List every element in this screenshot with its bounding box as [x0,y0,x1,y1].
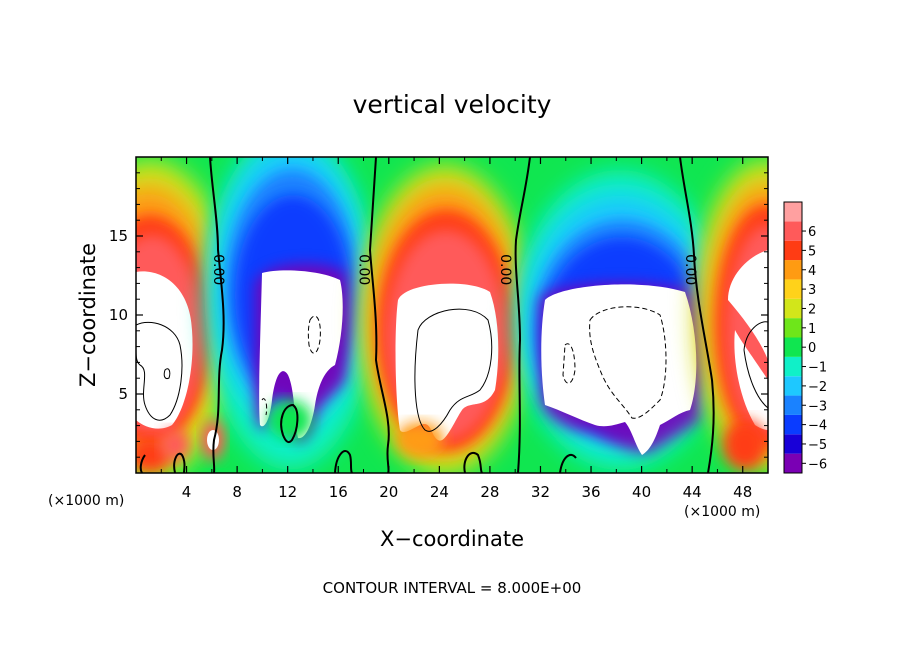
colorbar-swatch [784,337,802,357]
x-tick-label: 16 [329,483,348,501]
x-tick-label: 28 [480,483,499,501]
colorbar-label: −1 [808,361,827,376]
positive-contours [136,308,768,432]
colorbar-label: −6 [808,457,827,472]
colorbar-label: 2 [808,302,816,317]
y-tick-label: 10 [109,306,128,324]
x-tick-label: 48 [733,483,752,501]
x-units-label-left: (×1000 m) [48,493,124,509]
x-axis: 4 8 12 16 20 24 28 32 36 40 44 48 [160,157,752,501]
colorbar-label: −2 [808,380,827,395]
contour-interval-footer: CONTOUR INTERVAL = 8.000E+00 [323,579,582,597]
colorbar-label: 0 [808,341,816,356]
negative-contours [261,306,667,419]
colorbar-swatch [784,221,802,241]
x-units-label-right: (×1000 m) [684,504,760,520]
colorbar-label: −3 [808,399,827,414]
x-tick-label: 20 [379,483,398,501]
downdraft-cell-2 [515,170,725,470]
contour-labels: 0.00 0.00 0.00 0.00 [210,254,698,285]
colorbar-frame [783,201,803,474]
colorbar-label: 3 [808,283,816,298]
colorbar-label: 6 [808,225,816,240]
zero-contours [139,157,715,473]
x-tick-label: 8 [232,483,242,501]
contour-value-label: 0.00 [356,254,372,285]
downdraft-cell-1 [205,157,375,470]
chart-title: vertical velocity [353,90,552,119]
x-tick-label: 44 [683,483,702,501]
x-tick-label: 24 [430,483,449,501]
contour-value-label: 0.00 [682,254,698,285]
colorbar-swatch [784,395,802,415]
x-tick-label: 12 [278,483,297,501]
colorbar-label: 5 [808,244,816,259]
y-tick-label: 5 [118,385,128,403]
colorbar-swatch [784,434,802,454]
colorbar-swatch [784,279,802,299]
colorbar-swatch [784,260,802,280]
x-tick-label: 4 [182,483,192,501]
colorbar-label: −4 [808,419,827,434]
x-tick-label: 40 [632,483,651,501]
y-tick-label: 15 [109,227,128,245]
surface-features [136,400,767,473]
updraft-cell-2 [360,165,530,473]
contour-value-label: 0.00 [497,254,513,285]
y-axis: 5 10 15 [109,172,768,458]
x-tick-label: 36 [581,483,600,501]
velocity-field: 0.00 0.00 0.00 0.00 [136,157,768,473]
y-axis-title: Z−coordinate [76,243,100,387]
colorbar-swatch [784,240,802,261]
colorbar-swatch [784,202,802,222]
x-axis-title: X−coordinate [380,527,524,551]
colorbar-swatch [784,376,802,396]
colorbar-swatch [784,318,802,338]
colorbar-swatch [784,298,802,319]
x-tick-label: 32 [531,483,550,501]
colorbar: −6 −5 −4 −3 −2 −1 0 1 2 3 4 5 6 [783,201,827,474]
colorbar-swatch [784,414,802,435]
updraft-cell-left [136,160,235,473]
colorbar-swatch [784,453,802,473]
contour-value-label: 0.00 [210,254,226,285]
colorbar-label: 1 [808,322,816,337]
colorbar-swatch [784,356,802,377]
colorbar-label: −5 [808,438,827,453]
colorbar-label: 4 [808,264,816,279]
